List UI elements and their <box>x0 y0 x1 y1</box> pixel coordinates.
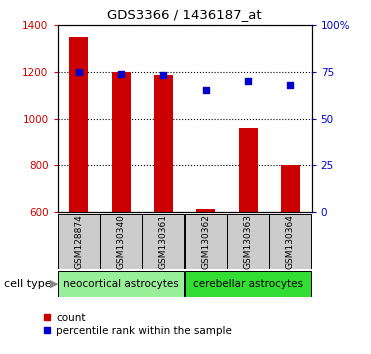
Bar <box>112 72 131 212</box>
Bar <box>69 36 88 212</box>
Bar <box>58 271 184 297</box>
Text: GSM130361: GSM130361 <box>159 214 168 269</box>
Text: cell type: cell type <box>4 279 51 289</box>
Text: neocortical astrocytes: neocortical astrocytes <box>63 279 179 289</box>
Point <box>160 73 166 78</box>
Text: GSM130340: GSM130340 <box>116 214 125 269</box>
Point <box>76 69 82 74</box>
Point <box>118 71 124 76</box>
Bar <box>58 214 100 269</box>
Bar <box>185 271 311 297</box>
Point <box>203 87 209 93</box>
Bar <box>100 214 142 269</box>
Bar <box>281 165 300 212</box>
Bar <box>269 214 311 269</box>
Title: GDS3366 / 1436187_at: GDS3366 / 1436187_at <box>107 8 262 21</box>
Bar <box>239 128 257 212</box>
Bar <box>227 214 269 269</box>
Text: ▶: ▶ <box>50 279 59 289</box>
Point <box>245 78 251 84</box>
Text: cerebellar astrocytes: cerebellar astrocytes <box>193 279 303 289</box>
Bar <box>185 214 227 269</box>
Text: GSM130362: GSM130362 <box>201 214 210 269</box>
Legend: count, percentile rank within the sample: count, percentile rank within the sample <box>39 308 236 340</box>
Text: GSM130364: GSM130364 <box>286 214 295 269</box>
Text: GSM128874: GSM128874 <box>74 214 83 269</box>
Bar <box>154 75 173 212</box>
Bar <box>142 214 184 269</box>
Bar <box>196 209 215 212</box>
Text: GSM130363: GSM130363 <box>244 214 253 269</box>
Point <box>288 82 293 88</box>
